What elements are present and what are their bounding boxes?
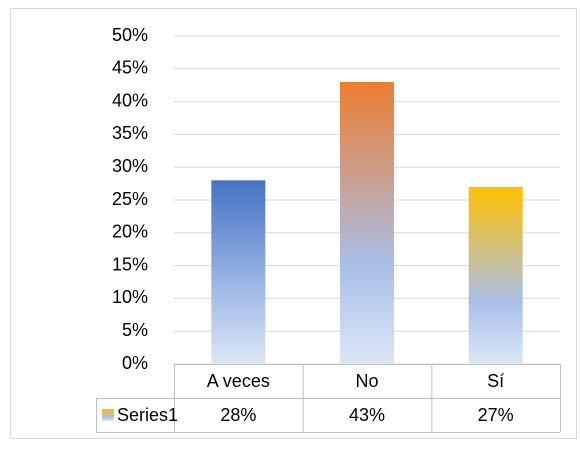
y-tick-label: 25% xyxy=(112,189,148,209)
x-tick-label: A veces xyxy=(207,371,270,391)
y-tick-label: 20% xyxy=(112,222,148,242)
y-tick-label: 50% xyxy=(112,25,148,45)
bar xyxy=(340,81,394,365)
bar xyxy=(468,186,523,364)
legend-label: Series1 xyxy=(117,405,178,425)
y-tick-label: 15% xyxy=(112,254,148,274)
y-tick-label: 35% xyxy=(112,123,148,143)
y-tick-label: 45% xyxy=(112,58,148,78)
data-label: 28% xyxy=(220,405,256,425)
y-tick-label: 10% xyxy=(112,287,148,307)
bar xyxy=(211,180,266,364)
x-tick-label: No xyxy=(355,371,378,391)
data-label: 43% xyxy=(349,405,385,425)
y-tick-label: 5% xyxy=(122,320,148,340)
x-tick-label: Sí xyxy=(487,371,504,391)
data-label: 27% xyxy=(478,405,514,425)
y-tick-label: 0% xyxy=(122,353,148,373)
y-tick-label: 40% xyxy=(112,90,148,110)
legend-key xyxy=(102,409,114,421)
y-tick-label: 30% xyxy=(112,156,148,176)
